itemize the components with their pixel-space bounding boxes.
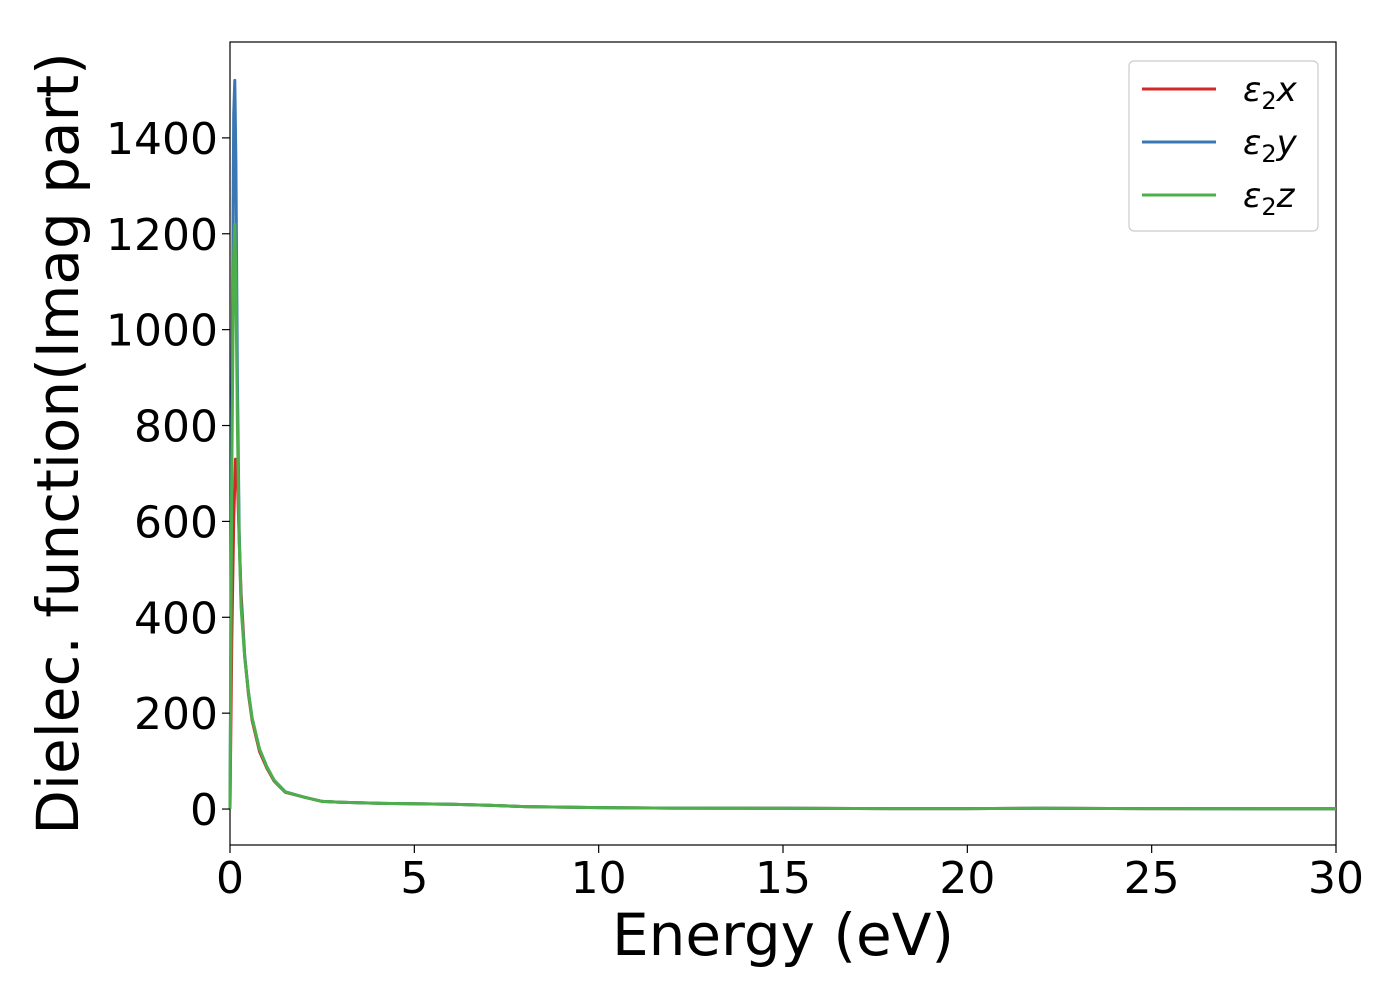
series-line-z <box>228 222 1337 811</box>
y-tick-label: 400 <box>134 593 218 644</box>
y-tick-label: 600 <box>134 497 218 548</box>
x-tick-label: 15 <box>755 853 811 904</box>
x-tick-label: 0 <box>216 853 244 904</box>
y-tick-label: 1000 <box>106 306 218 357</box>
legend-label-y: ε2y <box>1243 123 1298 168</box>
x-tick-label: 10 <box>571 853 627 904</box>
x-tick-label: 5 <box>400 853 428 904</box>
y-tick-label: 800 <box>134 402 218 453</box>
x-tick-label: 20 <box>939 853 995 904</box>
legend-label-z: ε2z <box>1243 176 1296 221</box>
y-tick-label: 1400 <box>106 114 218 165</box>
legend-label-x: ε2x <box>1243 70 1298 115</box>
series-layer <box>228 78 1337 811</box>
y-tick-label: 0 <box>190 785 218 836</box>
x-tick-label: 30 <box>1308 853 1364 904</box>
x-tick-label: 25 <box>1124 853 1180 904</box>
series-line-x <box>228 457 1337 811</box>
x-axis-label: Energy (eV) <box>612 901 954 969</box>
y-axis-label: Dielec. function(Imag part) <box>24 52 92 835</box>
y-axis: 0 200 400 600 800 1000 1200 1400 <box>106 114 230 836</box>
legend-box <box>1128 60 1319 232</box>
legend: ε2x ε2y ε2z <box>1128 60 1319 232</box>
y-tick-label: 200 <box>134 689 218 740</box>
x-axis: 0 5 10 15 20 25 30 <box>216 845 1364 904</box>
y-tick-label: 1200 <box>106 210 218 261</box>
